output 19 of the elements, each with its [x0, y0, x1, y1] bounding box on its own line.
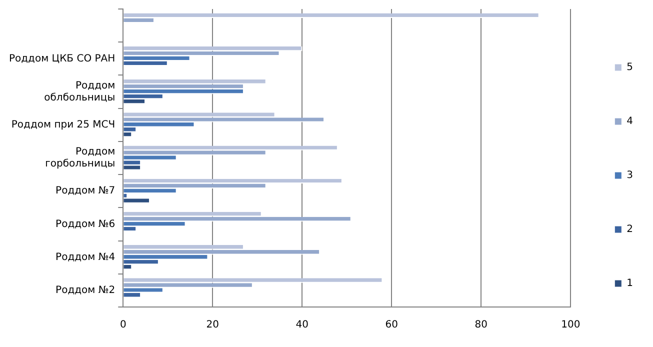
legend-label: 3 — [626, 170, 634, 182]
y-tick-label: Роддом горбольницы — [45, 146, 116, 170]
x-tick-label: 100 — [561, 320, 580, 331]
legend-label: 1 — [626, 278, 634, 290]
y-tick-label: Роддом при 25 МСЧ — [11, 119, 116, 130]
x-tick-label: 40 — [296, 320, 309, 331]
legend-label: 2 — [626, 224, 634, 236]
y-tick-label: Роддом облбольницы — [44, 80, 116, 104]
y-tick-label: Роддом ЦКБ СО РАН — [8, 53, 116, 64]
x-tick-label: 0 — [120, 320, 126, 331]
y-tick-label: Роддом №7 — [56, 186, 116, 197]
y-tick-label: Роддом №4 — [56, 252, 116, 263]
x-tick-label: 60 — [385, 320, 398, 331]
legend-label: 5 — [626, 62, 634, 74]
y-tick-label: Роддом №6 — [56, 218, 116, 230]
x-tick-label: 80 — [474, 320, 488, 331]
y-tick-label: Роддом №2 — [56, 285, 116, 296]
legend-label: 4 — [626, 116, 634, 128]
x-tick-label: 20 — [206, 320, 220, 331]
